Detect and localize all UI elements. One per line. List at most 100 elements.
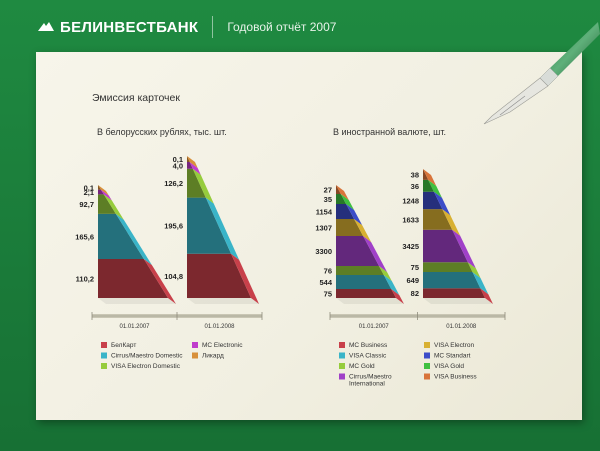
legend-swatch xyxy=(424,342,430,348)
legend-label: Cirrus/Maestro xyxy=(349,374,392,381)
legend-swatch xyxy=(192,342,198,348)
bar-base-shadow xyxy=(423,298,493,304)
stack-segment-slope xyxy=(336,185,349,200)
legend-rub: БелКарт MC Electronic Cirrus/Maestro Domes… xyxy=(101,342,243,370)
stack-segment-front xyxy=(187,161,193,169)
legend-swatch xyxy=(101,342,107,348)
stack-segment-slope xyxy=(143,259,176,304)
legend-swatch xyxy=(424,373,430,380)
value-label: 27 xyxy=(324,186,332,195)
tick-label: 01.01.2007 xyxy=(119,324,150,330)
legend-label: MC Standart xyxy=(434,353,471,360)
stack-segment-slope xyxy=(189,161,201,175)
legend-swatch xyxy=(339,373,345,380)
stack-segment-slope xyxy=(205,197,240,260)
stack-segment-slope xyxy=(340,194,355,210)
legend-label: VISA Classic xyxy=(349,353,387,360)
legend-label: БелКарт xyxy=(111,342,136,349)
stack-segment-slope xyxy=(346,204,363,225)
value-label: 4,0 xyxy=(173,161,183,170)
stack-segment-slope xyxy=(472,271,489,295)
legend-label: VISA Business xyxy=(434,374,477,381)
legend-swatch xyxy=(339,352,345,359)
stack-segment-front xyxy=(423,271,481,289)
value-label: 110,2 xyxy=(76,275,94,284)
legend-label: MC Business xyxy=(349,342,388,349)
stack-segment-front xyxy=(98,185,101,190)
value-label: 0,1 xyxy=(173,155,183,164)
stack-segment-front xyxy=(336,275,392,289)
bank-logo-icon xyxy=(38,22,54,31)
legend-label: VISA Electron xyxy=(434,342,474,349)
legend-swatch xyxy=(101,352,107,359)
fountain-pen-icon xyxy=(483,22,600,125)
legend-label: MC Electronic xyxy=(202,342,243,349)
stack-segment-slope xyxy=(231,253,259,304)
stack-segment-slope xyxy=(442,209,461,236)
value-label: 82 xyxy=(411,289,419,298)
stack-segment-front xyxy=(336,266,384,275)
bar-rub-2007: 110,2 165,6 92,7 2,10,1 xyxy=(75,183,176,304)
stack-segment-slope xyxy=(423,169,437,186)
stack-segment-front xyxy=(187,253,251,298)
legend-swatch xyxy=(424,363,430,369)
tick-label: 01.01.2008 xyxy=(204,324,235,330)
legend-label: Cirrus/Maestro Domestic xyxy=(111,353,183,360)
legend-swatch xyxy=(339,363,345,369)
stack-segment-front xyxy=(423,209,453,230)
stack-segment-front xyxy=(98,189,104,195)
legend-label: MC Gold xyxy=(349,363,375,370)
legend-label: VISA Electron Domestic xyxy=(111,363,181,370)
stack-segment-front xyxy=(423,229,468,263)
value-label: 126,2 xyxy=(164,179,183,188)
value-label: 35 xyxy=(324,195,332,204)
chart-title-fx: В иностранной валюте, шт. xyxy=(333,127,446,137)
legend-label-cont: International xyxy=(349,381,385,388)
axis-rub: 01.01.2007 01.01.2008 xyxy=(91,312,263,330)
header: БЕЛИНВЕСТБАНК Годовой отчёт 2007 xyxy=(38,14,336,40)
stack-segment-slope xyxy=(103,194,124,220)
stack-segment-front xyxy=(98,213,144,260)
axes-group: 01.01.2007 01.01.2008 01.01.2007 01.01.2008 xyxy=(91,312,506,330)
value-label: 104,8 xyxy=(164,272,183,281)
report-title: Годовой отчёт 2007 xyxy=(227,20,337,34)
value-label: 75 xyxy=(324,290,332,299)
value-label: 165,6 xyxy=(75,232,94,241)
stack-segment-front xyxy=(336,204,355,219)
bar-rub-2008: 104,8 195,6 126,2 4,00,1 xyxy=(164,155,259,304)
legend-fx: MC Business VISA Electron VISA Classic MC S… xyxy=(339,342,477,388)
stack-segment-slope xyxy=(98,185,109,196)
stack-segment-slope xyxy=(100,189,112,201)
tick-label: 01.01.2007 xyxy=(359,324,390,330)
legend-swatch xyxy=(339,342,345,348)
value-label: 38 xyxy=(411,170,419,179)
header-divider xyxy=(212,16,214,38)
value-label: 76 xyxy=(324,267,332,276)
stack-segment-front xyxy=(423,179,434,192)
bar-fx-2008: 82 649 75 3425 1633 1248 36 38 xyxy=(402,169,493,304)
stack-segment-front xyxy=(336,289,396,298)
value-label: 36 xyxy=(411,182,419,191)
stack-segment-front xyxy=(187,156,190,162)
value-label: 649 xyxy=(406,276,419,285)
axis-fx: 01.01.2007 01.01.2008 xyxy=(329,312,506,330)
stack-segment-slope xyxy=(467,262,481,278)
brand-name: БЕЛИНВЕСТБАНК xyxy=(60,18,199,36)
value-label: 1633 xyxy=(402,215,419,224)
stack-segment-slope xyxy=(363,236,388,272)
value-label: 3425 xyxy=(402,242,419,251)
value-label: 1307 xyxy=(315,224,332,233)
stack-segment-front xyxy=(187,197,232,254)
bar-base-shadow xyxy=(98,298,176,304)
stack-segment-front xyxy=(98,259,168,298)
stack-segment-slope xyxy=(433,191,451,216)
value-label: 1154 xyxy=(316,208,333,217)
section-title: Эмиссия карточек xyxy=(92,92,180,104)
stack-segment-slope xyxy=(115,213,152,266)
stack-segment-slope xyxy=(379,266,392,281)
stack-segment-slope xyxy=(187,156,198,168)
tick-label: 01.01.2008 xyxy=(446,324,477,330)
charts-group: 110,2165,692,72,10,1104,8195,6126,24,00,… xyxy=(75,155,493,304)
stack-segment-front xyxy=(336,194,347,204)
